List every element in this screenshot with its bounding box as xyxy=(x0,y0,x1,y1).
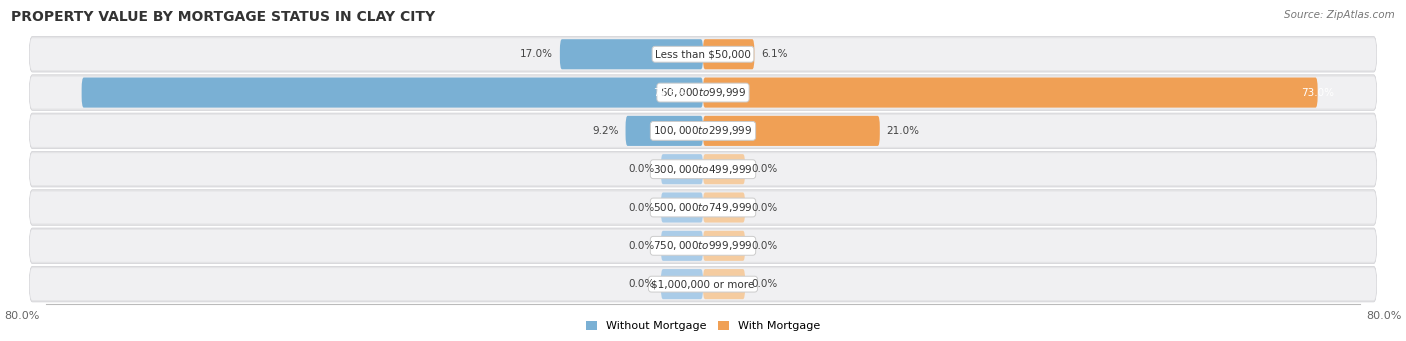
FancyBboxPatch shape xyxy=(30,115,1376,147)
Text: $1,000,000 or more: $1,000,000 or more xyxy=(651,279,755,289)
FancyBboxPatch shape xyxy=(703,231,745,261)
FancyBboxPatch shape xyxy=(30,75,1376,110)
FancyBboxPatch shape xyxy=(30,230,1376,262)
Text: 0.0%: 0.0% xyxy=(752,203,778,212)
FancyBboxPatch shape xyxy=(30,36,1376,72)
FancyBboxPatch shape xyxy=(626,116,703,146)
Text: $500,000 to $749,999: $500,000 to $749,999 xyxy=(654,201,752,214)
FancyBboxPatch shape xyxy=(703,116,880,146)
FancyBboxPatch shape xyxy=(30,192,1376,223)
FancyBboxPatch shape xyxy=(30,113,1376,149)
Text: 17.0%: 17.0% xyxy=(520,49,553,59)
Text: 80.0%: 80.0% xyxy=(4,311,39,321)
Text: 0.0%: 0.0% xyxy=(628,241,654,251)
Text: 80.0%: 80.0% xyxy=(1367,311,1402,321)
FancyBboxPatch shape xyxy=(30,151,1376,187)
Text: 0.0%: 0.0% xyxy=(752,164,778,174)
Text: 0.0%: 0.0% xyxy=(752,241,778,251)
FancyBboxPatch shape xyxy=(30,38,1376,70)
Legend: Without Mortgage, With Mortgage: Without Mortgage, With Mortgage xyxy=(586,321,820,331)
Text: $50,000 to $99,999: $50,000 to $99,999 xyxy=(659,86,747,99)
Text: $100,000 to $299,999: $100,000 to $299,999 xyxy=(654,124,752,137)
FancyBboxPatch shape xyxy=(703,192,745,223)
FancyBboxPatch shape xyxy=(661,269,703,299)
Text: 6.1%: 6.1% xyxy=(761,49,787,59)
Text: 0.0%: 0.0% xyxy=(628,164,654,174)
Text: Source: ZipAtlas.com: Source: ZipAtlas.com xyxy=(1284,10,1395,20)
Text: 0.0%: 0.0% xyxy=(628,279,654,289)
FancyBboxPatch shape xyxy=(661,192,703,223)
Text: 73.8%: 73.8% xyxy=(652,88,686,98)
FancyBboxPatch shape xyxy=(703,154,745,184)
Text: 73.0%: 73.0% xyxy=(1301,88,1334,98)
FancyBboxPatch shape xyxy=(560,39,703,69)
Text: $300,000 to $499,999: $300,000 to $499,999 xyxy=(654,163,752,176)
FancyBboxPatch shape xyxy=(703,39,755,69)
Text: $750,000 to $999,999: $750,000 to $999,999 xyxy=(654,239,752,252)
FancyBboxPatch shape xyxy=(30,268,1376,300)
FancyBboxPatch shape xyxy=(30,228,1376,264)
FancyBboxPatch shape xyxy=(703,269,745,299)
FancyBboxPatch shape xyxy=(703,77,1317,108)
Text: 0.0%: 0.0% xyxy=(628,203,654,212)
FancyBboxPatch shape xyxy=(30,190,1376,225)
Text: Less than $50,000: Less than $50,000 xyxy=(655,49,751,59)
FancyBboxPatch shape xyxy=(661,154,703,184)
FancyBboxPatch shape xyxy=(661,231,703,261)
Text: 0.0%: 0.0% xyxy=(752,279,778,289)
Text: PROPERTY VALUE BY MORTGAGE STATUS IN CLAY CITY: PROPERTY VALUE BY MORTGAGE STATUS IN CLA… xyxy=(11,10,436,24)
Text: 9.2%: 9.2% xyxy=(592,126,619,136)
FancyBboxPatch shape xyxy=(30,153,1376,185)
Text: 21.0%: 21.0% xyxy=(887,126,920,136)
FancyBboxPatch shape xyxy=(30,266,1376,302)
FancyBboxPatch shape xyxy=(82,77,703,108)
FancyBboxPatch shape xyxy=(30,77,1376,108)
